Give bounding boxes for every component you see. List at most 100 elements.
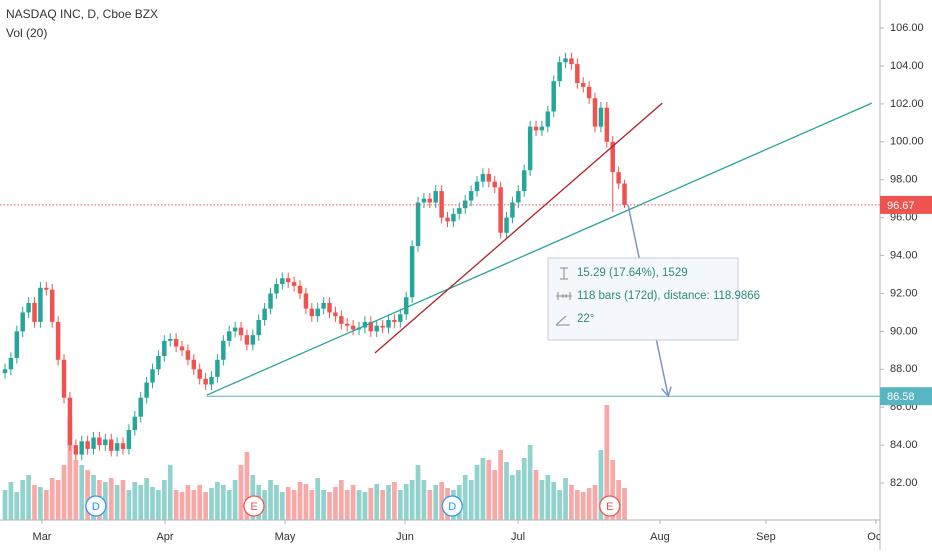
volume-bar bbox=[439, 482, 444, 520]
event-label: D bbox=[92, 501, 100, 513]
candle-body bbox=[49, 289, 55, 322]
volume-bar bbox=[55, 480, 61, 520]
price-label: 86.58 bbox=[887, 391, 915, 403]
candle-body bbox=[26, 302, 31, 313]
volume-bar bbox=[203, 492, 208, 520]
y-tick-label: 90.00 bbox=[890, 325, 918, 337]
x-tick-label: Aug bbox=[650, 531, 670, 543]
candle-body bbox=[138, 397, 143, 417]
volume-bar bbox=[61, 465, 67, 520]
candle-body bbox=[73, 445, 79, 455]
candle-body bbox=[226, 331, 232, 341]
measure-icon-bars bbox=[556, 292, 572, 300]
volume-bar bbox=[279, 492, 285, 520]
candle-body bbox=[586, 86, 592, 99]
candle-body bbox=[421, 198, 427, 203]
measure-text: 22° bbox=[577, 313, 594, 325]
volume-bar bbox=[610, 460, 616, 520]
candle-body bbox=[55, 321, 61, 360]
volume-bar bbox=[73, 460, 79, 520]
volume-bar bbox=[262, 490, 267, 520]
volume-bar bbox=[397, 490, 403, 520]
candle-body bbox=[114, 443, 120, 451]
candle-body bbox=[291, 282, 297, 286]
volume-bar bbox=[533, 470, 539, 520]
volume-bar bbox=[85, 470, 90, 520]
candle-body bbox=[244, 335, 250, 345]
volume-bar bbox=[403, 484, 409, 520]
candle-body bbox=[156, 356, 161, 370]
candle-body bbox=[563, 58, 568, 63]
volume-bar bbox=[297, 482, 303, 520]
measure-arrow-head bbox=[661, 386, 672, 398]
candle-body bbox=[8, 357, 14, 370]
volume-bar bbox=[114, 485, 120, 520]
event-marker bbox=[85, 495, 107, 517]
candle-body bbox=[368, 321, 374, 332]
volume-bar bbox=[598, 450, 604, 520]
candle-body bbox=[486, 174, 492, 182]
candle-body bbox=[274, 283, 279, 294]
candle-body bbox=[38, 287, 43, 322]
candle-body bbox=[179, 346, 185, 351]
volume-bar bbox=[43, 490, 49, 520]
y-tick-label: 84.00 bbox=[890, 439, 918, 451]
event-marker bbox=[441, 495, 463, 517]
volume-bar bbox=[144, 478, 149, 520]
volume-bar bbox=[185, 485, 191, 520]
candle-body bbox=[315, 308, 320, 317]
event-label: E bbox=[606, 501, 613, 513]
x-tick-label: May bbox=[275, 531, 296, 543]
volume-bar bbox=[138, 485, 144, 520]
candle-body bbox=[321, 302, 326, 309]
volume-bar bbox=[38, 487, 43, 520]
candle-body bbox=[144, 382, 149, 398]
volume-bar bbox=[126, 490, 132, 520]
candle-body bbox=[268, 293, 273, 309]
event-label: E bbox=[250, 501, 257, 513]
candle-body bbox=[14, 331, 20, 358]
candle-body bbox=[327, 302, 332, 313]
candle-body bbox=[285, 278, 291, 283]
y-tick-label: 100.00 bbox=[890, 136, 924, 148]
volume-bar bbox=[415, 465, 421, 520]
volume-bar bbox=[321, 490, 326, 520]
candle-body bbox=[575, 64, 580, 84]
candle-body bbox=[439, 191, 444, 218]
volume-bar bbox=[563, 478, 568, 520]
candle-body bbox=[203, 378, 208, 385]
volume-bar bbox=[510, 475, 515, 520]
candle-body bbox=[2, 369, 8, 374]
volume-bar bbox=[26, 475, 31, 520]
volume-bar bbox=[421, 480, 427, 520]
y-tick-label: 82.00 bbox=[890, 477, 918, 489]
x-tick-label: Sep bbox=[756, 531, 776, 543]
volume-bar bbox=[238, 465, 244, 520]
candle-body bbox=[604, 107, 610, 142]
measure-box bbox=[547, 257, 739, 341]
volume-bar bbox=[315, 478, 321, 520]
candle-body bbox=[398, 314, 403, 322]
price-label-box bbox=[880, 195, 932, 214]
candle-body bbox=[433, 191, 438, 203]
event-marker bbox=[599, 495, 621, 517]
price-label-box bbox=[880, 387, 932, 406]
volume-bar bbox=[350, 485, 356, 520]
y-tick-label: 92.00 bbox=[890, 287, 918, 299]
volume-bar bbox=[604, 405, 610, 520]
volume-bar bbox=[468, 480, 474, 520]
candle-body bbox=[103, 439, 108, 446]
candle-body bbox=[350, 325, 356, 330]
candle-body bbox=[61, 359, 67, 398]
candle-body bbox=[403, 297, 409, 315]
volume-bar bbox=[8, 482, 14, 520]
candle-body bbox=[67, 397, 73, 446]
y-tick-label: 94.00 bbox=[890, 249, 918, 261]
volume-bar bbox=[161, 480, 167, 520]
candle-body bbox=[197, 369, 202, 379]
candle-body bbox=[215, 359, 220, 377]
volume-bar bbox=[108, 478, 114, 520]
volume-bar bbox=[14, 492, 20, 520]
volume-bar bbox=[226, 490, 232, 520]
